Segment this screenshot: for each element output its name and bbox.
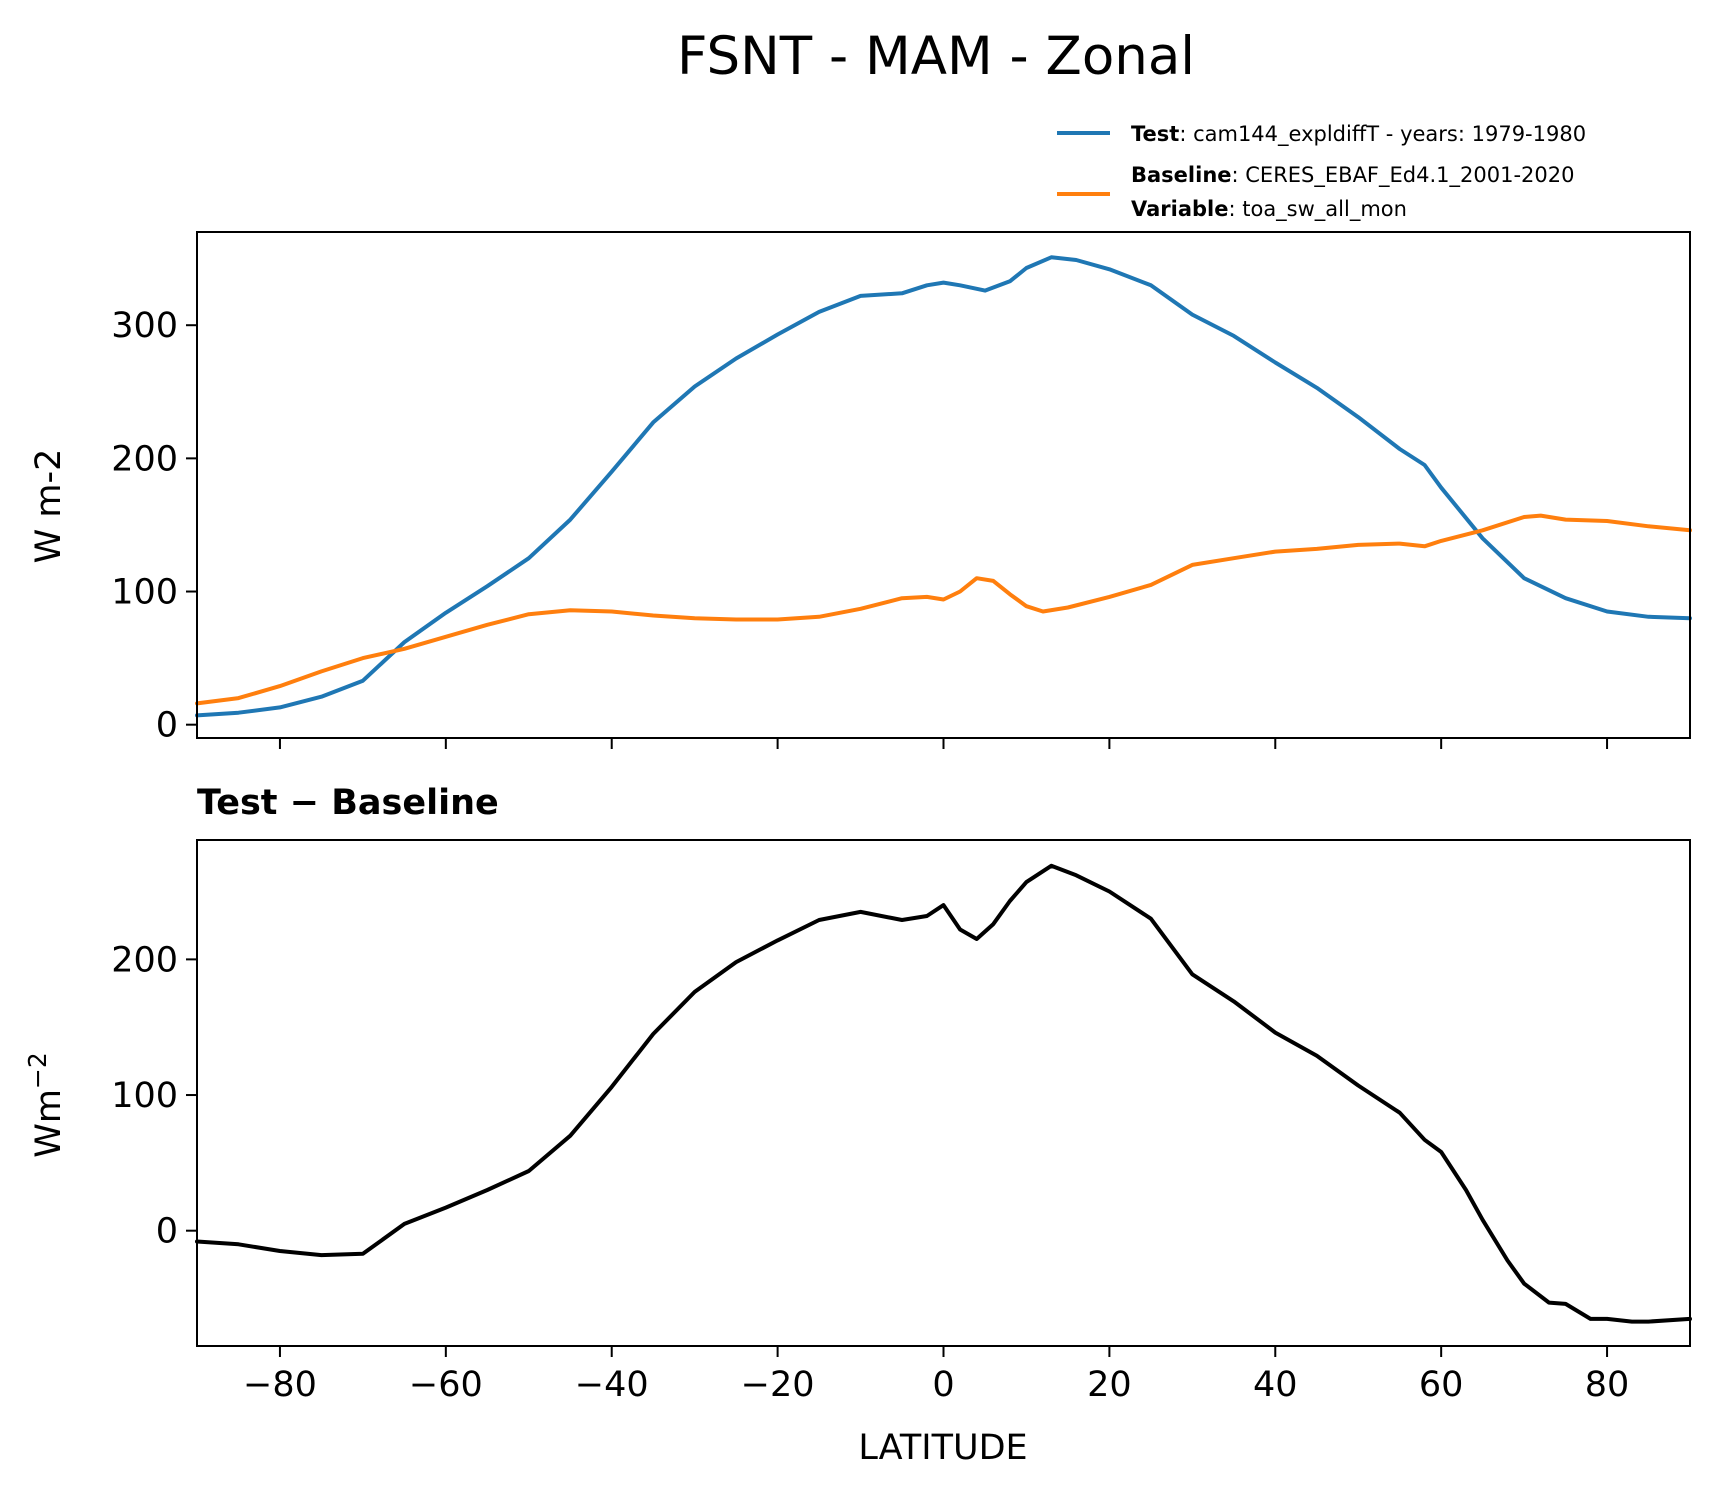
legend: Test: cam144_expldiffT - years: 1979-198… [1057, 122, 1586, 222]
bottom-series-lines [195, 863, 1692, 1324]
legend-baseline-bold: Baseline [1131, 163, 1232, 187]
figure-title: FSNT - MAM - Zonal [677, 26, 1195, 87]
legend-variable-label: Variable: toa_sw_all_mon [1131, 197, 1407, 222]
bottom-x-tick-label: −40 [575, 1365, 649, 1405]
bottom-series-test-baseline-line [195, 863, 1692, 1324]
bottom-y-tick-label: 100 [111, 1076, 178, 1116]
bottom-y-axis-label: Wm−2 [23, 1052, 69, 1158]
top-y-axis-label: W m-2 [29, 449, 69, 564]
bottom-x-tick-label: 0 [932, 1365, 954, 1405]
top-series-test-line [195, 255, 1692, 718]
legend-test-text: : cam144_expldiffT - years: 1979-1980 [1179, 122, 1586, 147]
bottom-x-tick-label: −80 [243, 1365, 317, 1405]
bottom-x-tick-label: 80 [1585, 1365, 1630, 1405]
bottom-x-ticks: −80 −60 −40 −20 0 20 40 60 80 [243, 1346, 1629, 1405]
legend-variable-text: : toa_sw_all_mon [1228, 197, 1406, 222]
legend-variable-bold: Variable [1131, 197, 1228, 221]
top-y-tick-label: 300 [111, 306, 178, 346]
bottom-x-tick-label: −60 [409, 1365, 483, 1405]
bottom-x-tick-label: 40 [1253, 1365, 1298, 1405]
top-series-lines [195, 255, 1692, 718]
bottom-y-ticks: 0 100 200 [111, 940, 197, 1252]
bottom-panel-subtitle: Test − Baseline [197, 783, 499, 823]
bottom-x-tick-label: 60 [1419, 1365, 1464, 1405]
bottom-x-tick-label: 20 [1087, 1365, 1132, 1405]
legend-baseline-text: : CERES_EBAF_Ed4.1_2001-2020 [1232, 163, 1575, 188]
bottom-plot-frame [196, 839, 1691, 1347]
bottom-y-axis-label-base: Wm [29, 1089, 69, 1158]
bottom-y-tick-label: 200 [111, 940, 178, 980]
top-y-tick-label: 0 [156, 706, 178, 746]
bottom-x-tick-label: −20 [741, 1365, 815, 1405]
top-panel: W m-2 0 100 200 300 [29, 231, 1692, 749]
top-y-ticks: 0 100 200 300 [111, 306, 197, 746]
top-y-tick-label: 200 [111, 439, 178, 479]
legend-test-bold: Test [1131, 122, 1179, 146]
legend-test-label: Test: cam144_expldiffT - years: 1979-198… [1131, 122, 1586, 147]
legend-baseline-label: Baseline: CERES_EBAF_Ed4.1_2001-2020 [1131, 163, 1574, 188]
x-axis-label: LATITUDE [858, 1428, 1027, 1468]
top-series-baseline-line [195, 513, 1692, 706]
top-plot-frame [196, 231, 1691, 739]
top-x-ticks [278, 738, 1609, 749]
top-y-tick-label: 100 [111, 573, 178, 613]
bottom-y-axis-label-sup: −2 [23, 1052, 52, 1089]
bottom-y-tick-label: 0 [156, 1212, 178, 1252]
